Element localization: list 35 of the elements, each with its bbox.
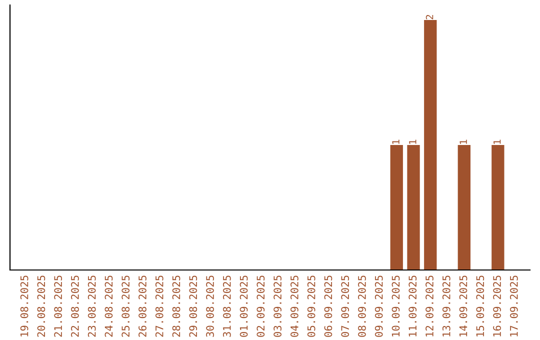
x-tick-label: 06.09.2025 [324,276,332,337]
x-tick-label: 27.08.2025 [155,276,164,337]
data-label: 1 [460,140,467,144]
data-label: 2 [426,14,434,20]
x-tick-label: 12.09.2025 [426,276,434,336]
x-tick-label: 09.09.2025 [374,276,383,337]
x-tick-label: 15.09.2025 [476,276,484,336]
x-tick-label: 13.09.2025 [442,276,450,336]
x-tick-label: 21.08.2025 [54,276,62,337]
x-tick-label: 14.09.2025 [459,276,468,336]
x-tick-label: 07.09.2025 [341,276,350,337]
x-tick-label: 03.09.2025 [274,276,282,337]
x-tick-label: 16.09.2025 [493,276,501,336]
x-tick-label: 19.08.2025 [20,276,28,336]
x-tick-label: 04.09.2025 [290,276,298,337]
x-tick-label: 01.09.2025 [240,276,248,337]
x-tick-label: 08.09.2025 [358,276,366,337]
x-tick-label: 10.09.2025 [392,276,400,336]
x-tick-label: 29.08.2025 [189,276,198,337]
x-tick-label: 17.09.2025 [510,276,518,336]
data-label: 1 [494,140,501,144]
x-tick-label: 31.08.2025 [222,276,231,337]
x-tick-label: 23.08.2025 [88,276,96,337]
x-tick-label: 30.08.2025 [206,276,214,337]
x-tick-label: 11.09.2025 [408,276,417,336]
x-tick-label: 28.08.2025 [172,276,180,337]
x-tick-label: 05.09.2025 [307,276,316,337]
x-tick-label: 22.08.2025 [71,276,79,337]
data-label: 1 [409,140,416,144]
x-tick-label: 26.08.2025 [138,276,146,337]
x-tick-label: 24.08.2025 [104,276,113,337]
x-tick-label: 02.09.2025 [256,276,265,337]
x-tick-label: 25.08.2025 [122,276,130,337]
x-tick-label: 20.08.2025 [37,276,46,337]
data-label: 1 [392,140,400,144]
